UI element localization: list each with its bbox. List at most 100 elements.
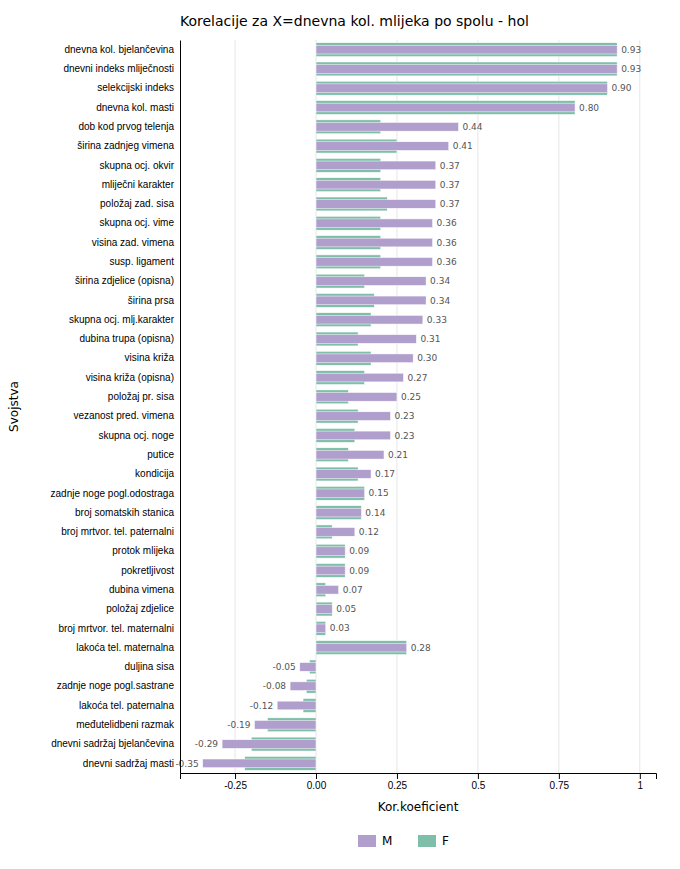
- y-tick: selekcijski indeks: [97, 82, 174, 93]
- legend-item: F: [418, 834, 449, 848]
- x-tick-label: -0.25: [224, 780, 247, 791]
- y-tick: vezanost pred. vimena: [73, 410, 174, 421]
- y-tick: dnevna kol. bjelančevina: [64, 44, 174, 55]
- bar: [316, 393, 397, 402]
- y-tick: dnevni sadržaj masti: [83, 758, 174, 769]
- y-tick: položaj pr. sisa: [108, 391, 175, 402]
- bar: [316, 412, 390, 421]
- y-tick: kondicija: [135, 468, 174, 479]
- y-tick-label: dnevni sadržaj bjelančevina: [51, 738, 174, 749]
- y-tick-label: broj mrtvor. tel. maternalni: [58, 623, 174, 634]
- y-tick-label: zadnje noge pogl.sastrane: [57, 680, 175, 691]
- data-label: 0.27: [407, 373, 427, 383]
- y-tick: lakoća tel. paternalna: [79, 700, 175, 711]
- y-tick-label: položaj zad. sisa: [100, 198, 174, 209]
- bar: [316, 643, 407, 652]
- x-tick-mark: [640, 773, 641, 779]
- bar: [316, 62, 617, 76]
- plot: 0.930.930.900.800.440.410.370.370.370.36…: [51, 40, 657, 791]
- grid-line: [235, 40, 236, 773]
- bar: [316, 528, 355, 537]
- bar: [316, 354, 413, 363]
- bar: [316, 238, 433, 247]
- y-tick-label: dnevni sadržaj masti: [83, 758, 174, 769]
- y-tick: dubina vimena: [109, 584, 174, 595]
- bar: [316, 43, 617, 57]
- grid-line: [477, 40, 478, 773]
- x-tick-mark: [559, 773, 560, 779]
- x-tick: -0.25: [224, 773, 247, 791]
- grid: [235, 40, 640, 773]
- y-tick: dnevni indeks mliječnosti: [63, 63, 174, 74]
- legend-item: M: [358, 834, 392, 848]
- y-tick: lakoća tel. maternalna: [76, 642, 174, 653]
- x-axis: -0.250.000.250.50.751: [181, 773, 657, 791]
- y-tick: mliječni karakter: [102, 179, 175, 190]
- y-tick-label: položaj zdjelice: [106, 603, 174, 614]
- legend-swatch: [358, 835, 376, 847]
- data-label: 0.37: [440, 199, 460, 209]
- y-tick-label: dnevni indeks mliječnosti: [63, 63, 174, 74]
- y-tick: skupna ocj. noge: [98, 430, 174, 441]
- y-tick-label: skupna ocj. vime: [100, 217, 175, 228]
- data-label: 0.36: [437, 218, 457, 228]
- data-label: 0.05: [336, 604, 356, 614]
- x-tick: 1: [638, 773, 644, 791]
- y-tick-label: skupna ocj. mlj.karakter: [69, 314, 175, 325]
- data-label: 0.37: [440, 161, 460, 171]
- y-tick-label: skupna ocj. okvir: [100, 160, 175, 171]
- bar: [316, 103, 575, 112]
- bar: [316, 508, 361, 517]
- data-label: 0.36: [437, 257, 457, 267]
- bar: [316, 585, 339, 594]
- y-tick: zadnje noge pogl.odostraga: [51, 488, 175, 499]
- y-tick: skupna ocj. okvir: [100, 160, 175, 171]
- data-label: 0.23: [394, 431, 414, 441]
- bar: [316, 641, 407, 655]
- x-tick-label: 0.75: [550, 780, 570, 791]
- bar: [316, 605, 332, 614]
- data-label: 0.12: [359, 527, 379, 537]
- y-tick-label: visina križa (opisna): [86, 372, 174, 383]
- bars: [203, 43, 617, 771]
- y-tick-label: dob kod prvog telenja: [78, 121, 174, 132]
- data-label: 0.90: [611, 83, 631, 93]
- x-tick-label: 1: [638, 780, 644, 791]
- y-tick-label: dubina trupa (opisna): [79, 333, 174, 344]
- y-tick: položaj zdjelice: [106, 603, 174, 614]
- data-label: 0.14: [365, 508, 385, 518]
- y-tick-label: zadnje noge pogl.odostraga: [51, 488, 175, 499]
- y-axis: dnevna kol. bjelančevina dnevni indeks ml…: [51, 41, 181, 774]
- chart-container: 0.930.930.900.800.440.410.370.370.370.36…: [0, 0, 680, 869]
- data-label: 0.23: [394, 411, 414, 421]
- bar: [316, 621, 326, 635]
- bar: [316, 486, 365, 500]
- y-tick-label: međutelidbeni razmak: [76, 719, 175, 730]
- y-tick-label: putice: [147, 449, 174, 460]
- y-tick-label: širina prsa: [128, 295, 175, 306]
- bar: [316, 431, 390, 440]
- data-label: -0.29: [195, 739, 219, 749]
- bar: [222, 740, 316, 749]
- bar: [316, 81, 607, 95]
- data-label: 0.44: [462, 122, 482, 132]
- data-label: 0.28: [411, 643, 431, 653]
- bar: [316, 65, 617, 74]
- y-tick-label: položaj pr. sisa: [108, 391, 175, 402]
- y-tick-label: visina zad. vimena: [92, 237, 175, 248]
- data-label: 0.34: [430, 276, 450, 286]
- bar: [316, 122, 458, 131]
- y-tick-label: širina zdjelice (opisna): [75, 275, 174, 286]
- legend: MF: [358, 834, 449, 848]
- data-label: 0.17: [375, 469, 395, 479]
- x-axis-title: Kor.koeficient: [378, 800, 459, 814]
- y-tick-label: mliječni karakter: [102, 179, 175, 190]
- y-tick-label: susp. ligament: [110, 256, 175, 267]
- y-tick-label: broj somatskih stanica: [75, 507, 174, 518]
- data-label: 0.09: [349, 546, 369, 556]
- bar: [316, 489, 365, 498]
- data-labels: 0.930.930.900.800.440.410.370.370.370.36…: [175, 45, 641, 769]
- x-tick-label: 0.00: [307, 780, 327, 791]
- data-label: 0.80: [579, 103, 599, 113]
- y-tick: visina zad. vimena: [92, 237, 175, 248]
